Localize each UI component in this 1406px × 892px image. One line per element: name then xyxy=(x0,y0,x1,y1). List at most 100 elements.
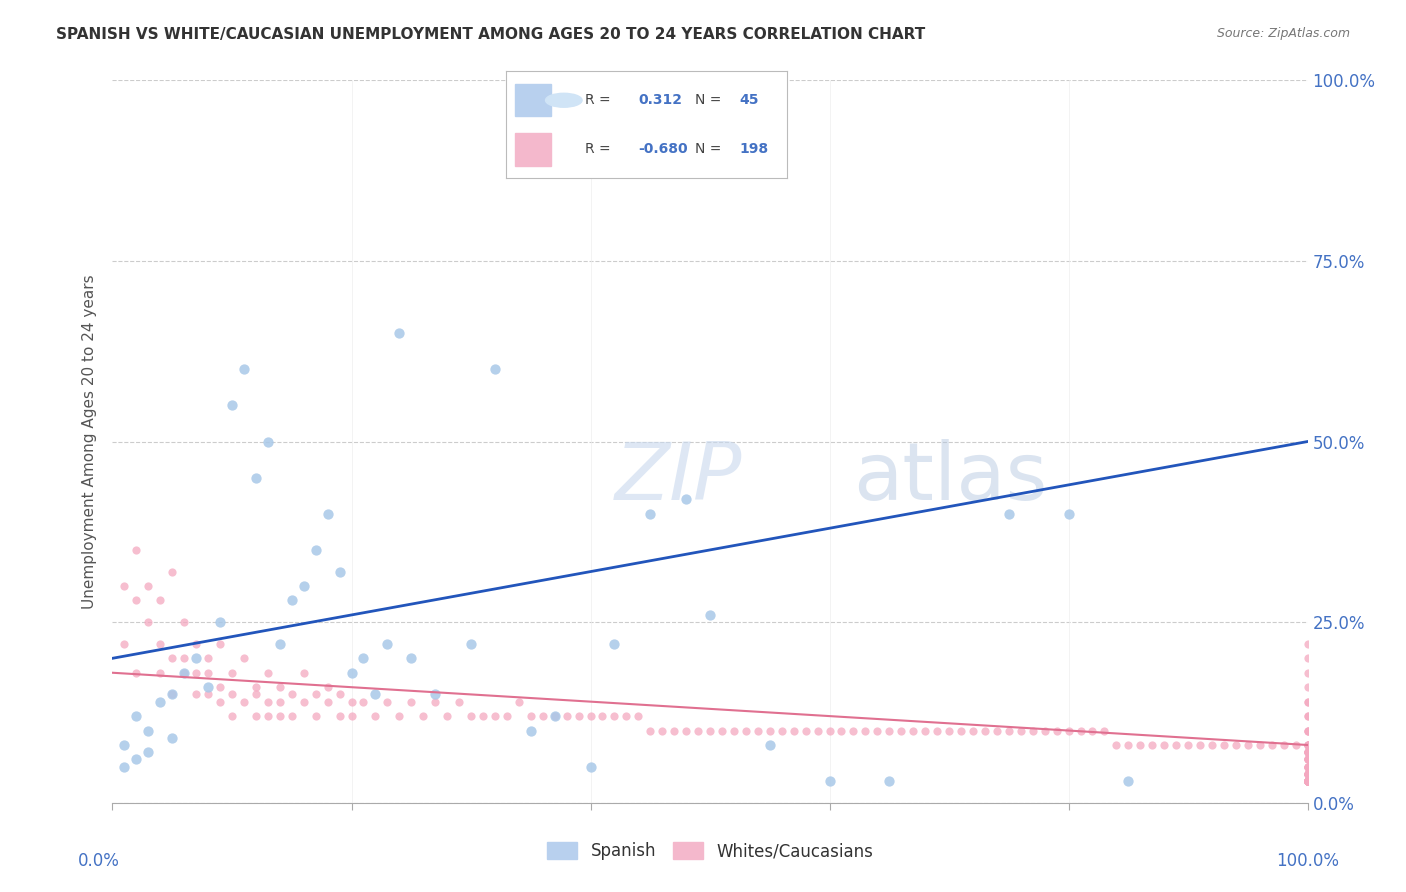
Point xyxy=(149,665,172,680)
Point xyxy=(879,723,901,738)
Point xyxy=(484,709,506,723)
Point xyxy=(1296,767,1319,781)
Point xyxy=(998,507,1021,521)
Point xyxy=(592,709,614,723)
Point xyxy=(1010,723,1032,738)
Point xyxy=(209,680,232,694)
Text: N =: N = xyxy=(695,143,721,156)
Point xyxy=(1296,767,1319,781)
Point xyxy=(1296,774,1319,789)
Text: atlas: atlas xyxy=(853,439,1047,516)
Point xyxy=(1296,774,1319,789)
Point xyxy=(138,615,160,630)
Point xyxy=(1296,738,1319,752)
Point xyxy=(1296,774,1319,789)
Point xyxy=(555,709,578,723)
Point xyxy=(998,723,1021,738)
Point xyxy=(675,723,697,738)
Point xyxy=(1296,774,1319,789)
Point xyxy=(1296,723,1319,738)
Point xyxy=(1296,774,1319,789)
Point xyxy=(425,687,447,701)
Point xyxy=(747,723,769,738)
Point xyxy=(938,723,960,738)
Point xyxy=(1296,752,1319,766)
Point xyxy=(149,637,172,651)
Point xyxy=(1296,651,1319,665)
Point xyxy=(1296,774,1319,789)
Point xyxy=(316,695,339,709)
Point xyxy=(1296,760,1319,774)
Point xyxy=(1296,774,1319,789)
Point xyxy=(197,680,219,694)
Point xyxy=(186,651,208,665)
Point xyxy=(1296,774,1319,789)
Point xyxy=(1296,738,1319,752)
Point xyxy=(603,709,626,723)
Point xyxy=(950,723,973,738)
Bar xyxy=(515,84,551,116)
Point xyxy=(1296,760,1319,774)
Point xyxy=(1213,738,1236,752)
Bar xyxy=(515,134,551,166)
Point xyxy=(1057,507,1080,521)
Point xyxy=(627,709,650,723)
Text: R =: R = xyxy=(585,94,610,107)
Point xyxy=(794,723,817,738)
Point xyxy=(1296,760,1319,774)
Point xyxy=(364,709,387,723)
Point xyxy=(1296,752,1319,766)
Point xyxy=(1296,774,1319,789)
Point xyxy=(114,579,135,593)
Point xyxy=(1296,774,1319,789)
Point xyxy=(1296,695,1319,709)
Point xyxy=(281,687,304,701)
Point xyxy=(616,709,638,723)
Point xyxy=(543,709,565,723)
Point xyxy=(1296,774,1319,789)
Point xyxy=(520,723,543,738)
Point xyxy=(114,760,135,774)
Point xyxy=(1094,723,1116,738)
Point xyxy=(520,709,543,723)
Point xyxy=(221,687,243,701)
Point xyxy=(125,593,148,607)
Point xyxy=(1296,774,1319,789)
Point xyxy=(209,615,232,630)
Point xyxy=(1296,774,1319,789)
Point xyxy=(149,695,172,709)
Point xyxy=(903,723,925,738)
Point xyxy=(197,665,219,680)
Point xyxy=(340,709,363,723)
Point xyxy=(1296,752,1319,766)
Point xyxy=(1296,637,1319,651)
Point xyxy=(1296,767,1319,781)
Point xyxy=(496,709,519,723)
Point xyxy=(664,723,686,738)
Point xyxy=(1296,745,1319,759)
Point xyxy=(1225,738,1247,752)
Point xyxy=(1296,723,1319,738)
Point xyxy=(305,542,328,557)
Legend: Spanish, Whites/Caucasians: Spanish, Whites/Caucasians xyxy=(540,835,880,867)
Point xyxy=(783,723,806,738)
Point xyxy=(281,593,304,607)
Text: R =: R = xyxy=(585,143,610,156)
Point xyxy=(1296,745,1319,759)
Point xyxy=(1296,745,1319,759)
Point xyxy=(1296,774,1319,789)
Point xyxy=(1296,745,1319,759)
Point xyxy=(1296,760,1319,774)
Point xyxy=(579,709,602,723)
Point xyxy=(1296,767,1319,781)
Point xyxy=(818,774,841,789)
Text: 198: 198 xyxy=(740,143,769,156)
Point xyxy=(640,507,662,521)
Text: ZIP: ZIP xyxy=(614,439,742,516)
Point xyxy=(568,709,591,723)
Point xyxy=(1296,709,1319,723)
Text: 100.0%: 100.0% xyxy=(1277,852,1339,870)
Point xyxy=(879,774,901,789)
Point xyxy=(401,651,423,665)
Point xyxy=(125,752,148,766)
